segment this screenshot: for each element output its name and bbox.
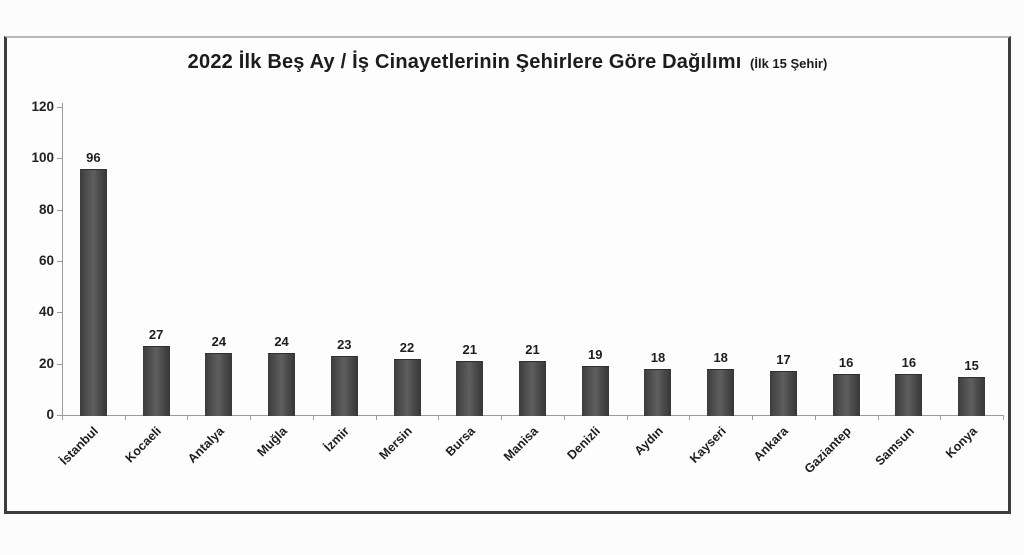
bar-value-label: 96 [86, 149, 101, 165]
x-tick-mark [626, 415, 628, 420]
x-tick-mark [187, 415, 189, 420]
x-tick-mark [814, 415, 816, 420]
y-tick-label: 80 [38, 201, 54, 217]
bar [205, 353, 233, 416]
bar-value-label: 18 [713, 349, 728, 365]
y-tick-mark [57, 415, 62, 416]
bar [832, 373, 860, 416]
bar [393, 358, 421, 416]
bar-value-label: 16 [838, 354, 854, 370]
bar-value-label: 19 [587, 347, 603, 363]
chart-title: 2022 İlk Beş Ay / İş Cinayetlerinin Şehi… [7, 51, 1008, 74]
x-tick-mark [501, 415, 503, 420]
bar-value-label: 21 [525, 342, 540, 358]
bar [895, 373, 923, 416]
bar-value-label: 21 [462, 342, 477, 358]
y-tick-label: 60 [38, 253, 54, 268]
bar-chart-frame: 2022 İlk Beş Ay / İş Cinayetlerinin Şehi… [4, 36, 1011, 514]
bar-value-label: 27 [148, 326, 164, 342]
bar [330, 355, 358, 416]
y-tick-mark [57, 158, 62, 160]
y-tick-label: 0 [46, 407, 54, 422]
bar-value-label: 17 [776, 352, 791, 368]
bar [769, 371, 797, 416]
y-tick-mark [57, 261, 62, 262]
bar [958, 376, 986, 416]
bar-value-label: 24 [274, 334, 289, 350]
x-tick-mark [62, 415, 63, 420]
bar [519, 361, 546, 416]
bar [79, 168, 107, 416]
x-tick-mark [689, 415, 691, 420]
x-tick-mark [940, 415, 942, 420]
x-tick-mark [563, 415, 565, 420]
bar-value-label: 16 [901, 354, 917, 370]
x-tick-mark [877, 415, 879, 420]
x-tick-mark [1003, 415, 1004, 420]
bar-value-label: 18 [650, 349, 666, 365]
y-tick-mark [57, 209, 62, 211]
chart-title-main: 2022 İlk Beş Ay / İş Cinayetlerinin Şehi… [187, 51, 742, 73]
x-tick-mark [752, 415, 754, 420]
y-tick-label: 20 [38, 355, 54, 371]
y-tick-label: 100 [31, 150, 54, 166]
bar-value-label: 15 [964, 357, 979, 373]
chart-title-suffix: (İlk 15 Şehir) [750, 56, 828, 71]
y-axis-line [62, 103, 63, 416]
y-tick-label: 40 [38, 304, 54, 320]
bar [707, 368, 735, 416]
y-tick-label: 120 [31, 99, 54, 114]
bar-value-label: 22 [399, 339, 415, 355]
x-tick-mark [312, 415, 314, 420]
x-tick-mark [438, 415, 440, 420]
bar [268, 353, 296, 416]
y-tick-mark [57, 312, 62, 314]
bar [142, 345, 170, 416]
bar [581, 366, 609, 416]
x-tick-mark [250, 415, 252, 420]
bar-value-label: 23 [337, 336, 352, 352]
x-tick-mark [375, 415, 377, 420]
y-tick-mark [57, 107, 62, 108]
bar [456, 361, 484, 416]
y-tick-mark [57, 363, 62, 365]
x-tick-mark [124, 415, 126, 420]
bar [644, 368, 672, 416]
bar-value-label: 24 [211, 334, 227, 350]
